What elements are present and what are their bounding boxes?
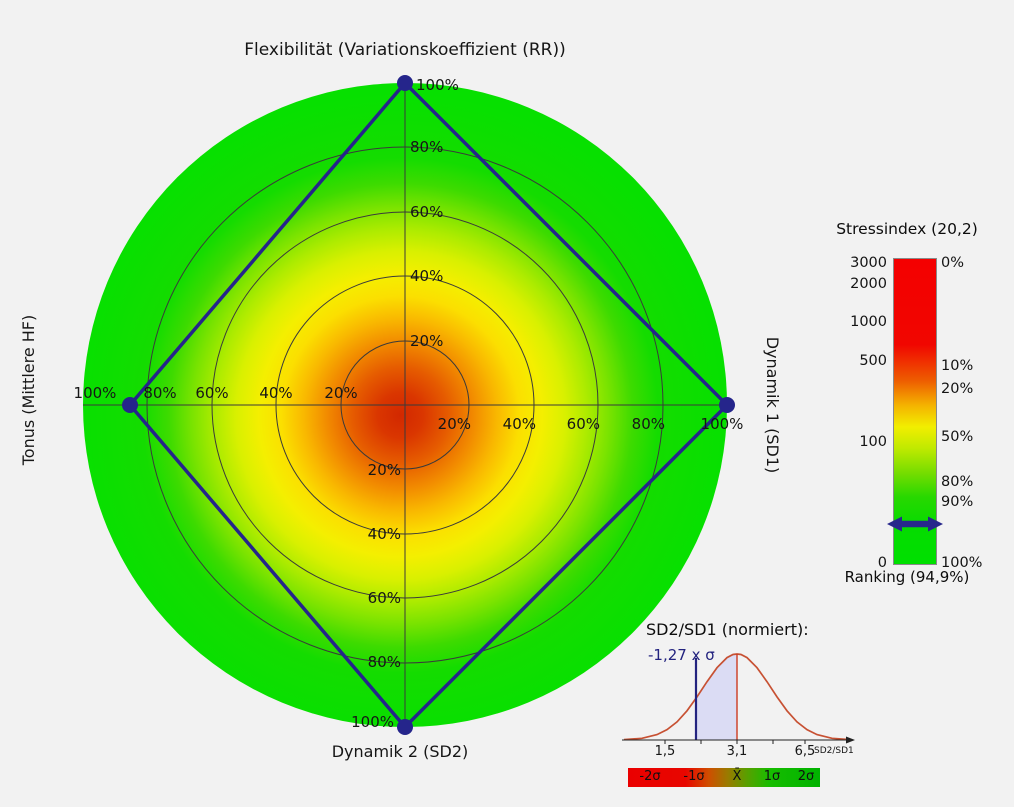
radar-grid — [83, 83, 727, 727]
tick-left-100: 100% — [74, 384, 117, 402]
scale-80pct: 80% — [941, 474, 974, 490]
scale-0pct: 0% — [941, 255, 965, 271]
vertex-tonus — [122, 397, 138, 413]
ranking-indicator-arrow — [887, 516, 943, 532]
axis-title-flexibilitaet: Flexibilität (Variationskoeffizient (RR)… — [244, 40, 565, 60]
scale-20pct: 20% — [941, 381, 974, 397]
scale-3000: 3000 — [850, 255, 887, 271]
scale-500: 500 — [859, 353, 887, 369]
shaded-sigma-region — [696, 654, 737, 740]
tick-left-60: 60% — [195, 384, 228, 402]
sigma-plus1: 1σ — [763, 769, 781, 784]
axis-arrowhead — [846, 736, 855, 744]
axis-title-dynamik1: Dynamik 1 (SD1) — [763, 337, 782, 474]
scale-10pct: 10% — [941, 358, 974, 374]
axis-title-tonus: Tonus (Mittlere HF) — [19, 315, 38, 467]
sigma-minus2: -2σ — [639, 769, 661, 784]
tick-bottom-40: 40% — [368, 525, 401, 543]
radar-vertex-dots — [122, 75, 735, 735]
bell-curve-chart: 1,5 3,1 6,5 SD2/SD1 — [622, 653, 855, 759]
tick-top-80: 80% — [410, 138, 443, 156]
sd2sd1-marker-value: -1,27 x σ — [648, 646, 715, 664]
scale-90pct: 90% — [941, 494, 974, 510]
sigma-minus1: -1σ — [683, 769, 705, 784]
tick-right-20: 20% — [438, 415, 471, 433]
xtick-3-1: 3,1 — [727, 744, 748, 759]
vertex-dynamik2 — [397, 719, 413, 735]
tick-bottom-100: 100% — [351, 713, 394, 731]
tick-top-40: 40% — [410, 267, 443, 285]
xtick-1-5: 1,5 — [655, 744, 676, 759]
stressindex-panel: Stressindex (20,2) 3000 2000 1000 500 10… — [800, 220, 1014, 596]
dist-x-axis — [622, 739, 846, 744]
x-axis-unit-label: SD2/SD1 — [814, 746, 854, 756]
stressindex-colorbar — [893, 258, 937, 565]
vertex-dynamik1 — [719, 397, 735, 413]
scale-0: 0 — [877, 555, 887, 571]
sigma-plus2: 2σ — [797, 769, 815, 784]
tick-top-20: 20% — [410, 332, 443, 350]
tick-bottom-60: 60% — [368, 589, 401, 607]
scale-2000: 2000 — [850, 276, 887, 292]
vertex-flexibilitaet — [397, 75, 413, 91]
ranking-label: Ranking (94,9%) — [844, 568, 970, 586]
tick-top-100: 100% — [416, 76, 459, 94]
tick-left-20: 20% — [324, 384, 357, 402]
tick-left-80: 80% — [143, 384, 176, 402]
tick-left-40: 40% — [259, 384, 292, 402]
scale-1000: 1000 — [850, 314, 887, 330]
sd2sd1-title: SD2/SD1 (normiert): — [646, 620, 809, 639]
sigma-scale-bar: -2σ -1σ X̄ 1σ 2σ — [628, 768, 820, 787]
tick-top-60: 60% — [410, 203, 443, 221]
tick-bottom-20: 20% — [368, 461, 401, 479]
xtick-6-5: 6,5 — [795, 744, 816, 759]
tick-right-60: 60% — [567, 415, 600, 433]
scale-100pct: 100% — [941, 555, 983, 571]
tick-right-40: 40% — [503, 415, 536, 433]
sd2sd1-panel: SD2/SD1 (normiert): -1,27 x σ 1,5 — [608, 616, 1014, 807]
tick-bottom-80: 80% — [368, 653, 401, 671]
axis-title-dynamik2: Dynamik 2 (SD2) — [332, 742, 469, 761]
tick-right-80: 80% — [632, 415, 665, 433]
scale-50pct: 50% — [941, 429, 974, 445]
scale-100: 100 — [859, 434, 887, 450]
tick-right-100: 100% — [701, 415, 744, 433]
sigma-mean: X̄ — [732, 769, 742, 784]
stressindex-title: Stressindex (20,2) — [836, 220, 978, 238]
